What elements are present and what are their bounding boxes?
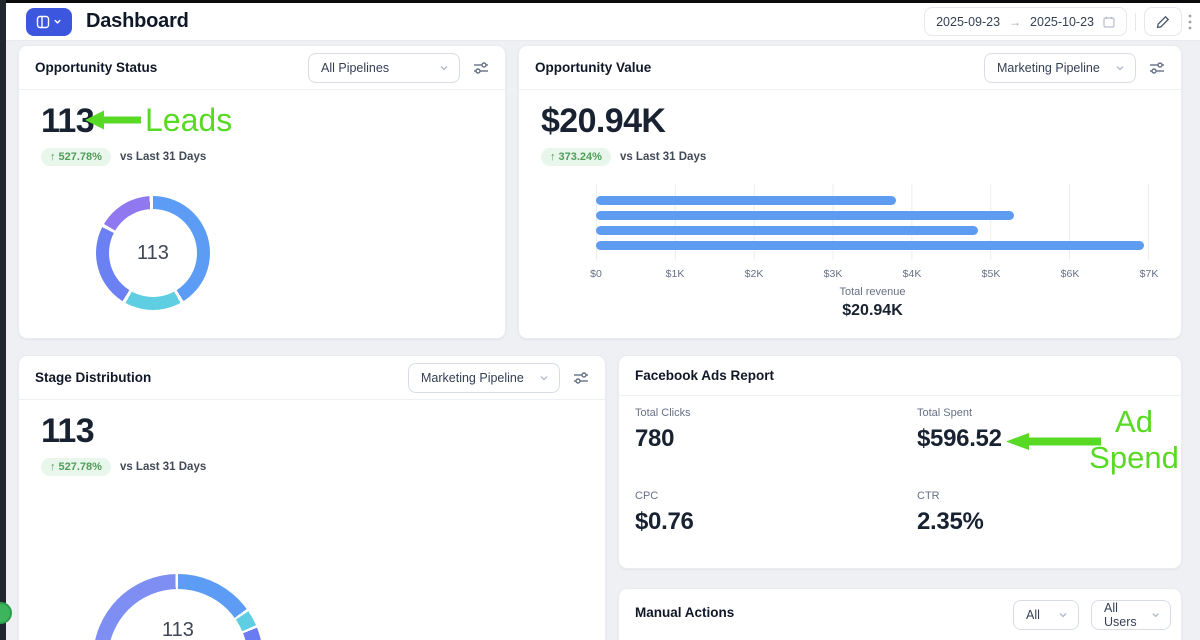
- x-tick-label: $6K: [1060, 268, 1080, 280]
- chevron-down-icon: [1059, 612, 1067, 618]
- card-title: Facebook Ads Report: [635, 368, 775, 383]
- comparison-label: vs Last 31 Days: [119, 151, 207, 163]
- donut-hole: 113: [108, 589, 248, 640]
- trend-up-icon: ↑: [50, 461, 56, 473]
- card-title: Opportunity Status: [35, 60, 158, 75]
- chevron-down-icon: [1152, 613, 1159, 618]
- card-opportunity-value: Opportunity Value Marketing Pipeline $20…: [518, 45, 1182, 339]
- arrow-right-icon: →: [1009, 14, 1022, 29]
- pipeline-select[interactable]: All Pipelines: [308, 52, 460, 83]
- select-value: Marketing Pipeline: [997, 60, 1100, 75]
- header-divider: [1135, 12, 1136, 31]
- stage-total-count: 113: [41, 412, 95, 450]
- card-title: Stage Distribution: [35, 370, 152, 385]
- annotation-ad-spend: Ad Spend: [1086, 404, 1182, 476]
- bar: [596, 226, 979, 235]
- trend-badge: ↑ 527.78%: [41, 148, 111, 166]
- donut-center-label: 113: [137, 241, 169, 264]
- chat-bubble[interactable]: [0, 602, 12, 624]
- card-header: Opportunity Value Marketing Pipeline: [519, 46, 1181, 90]
- x-tick-label: $7K: [1139, 268, 1159, 280]
- users-select[interactable]: All Users: [1091, 600, 1171, 630]
- annotation-arrow-left-icon: [1006, 432, 1101, 456]
- top-header: Dashboard 2025-09-23 → 2025-10-23: [0, 0, 1200, 41]
- chevron-down-icon: [440, 65, 448, 71]
- sliders-icon: [1150, 61, 1164, 74]
- chevron-down-icon: [540, 375, 548, 381]
- leads-count: 113: [41, 102, 95, 140]
- total-revenue-block: Total revenue $20.94K: [596, 286, 1149, 320]
- sidebar-edge: [0, 0, 6, 640]
- stat-cpc: CPC $0.76: [635, 490, 694, 535]
- dashboard-switcher-button[interactable]: [26, 7, 72, 36]
- date-end: 2025-10-23: [1030, 14, 1094, 29]
- x-tick-label: $3K: [823, 268, 843, 280]
- opportunity-value-total: $20.94K: [541, 102, 666, 140]
- card-header: Stage Distribution Marketing Pipeline: [19, 356, 605, 400]
- card-stage-distribution: Stage Distribution Marketing Pipeline 11…: [18, 355, 606, 640]
- card-manual-actions: Manual Actions All All Users: [618, 588, 1182, 640]
- pipeline-select[interactable]: Marketing Pipeline: [408, 362, 560, 393]
- trend-badge: ↑ 373.24%: [541, 148, 611, 166]
- more-options-icon[interactable]: [1182, 7, 1198, 36]
- total-revenue-label: Total revenue: [839, 286, 906, 298]
- comparison-label: vs Last 31 Days: [619, 151, 707, 163]
- x-tick-label: $4K: [902, 268, 922, 280]
- x-tick-label: $5K: [981, 268, 1001, 280]
- stage-distribution-donut-chart: 113: [93, 574, 263, 640]
- annotation-text-line2: Spend: [1089, 440, 1179, 475]
- annotation-text: Leads: [145, 102, 233, 138]
- trend-up-icon: ↑: [50, 151, 56, 163]
- trend-up-icon: ↑: [550, 151, 556, 163]
- select-value: All Users: [1104, 601, 1137, 629]
- sliders-icon: [474, 61, 488, 74]
- select-value: Marketing Pipeline: [421, 370, 524, 385]
- sliders-icon: [574, 371, 588, 384]
- card-opportunity-status: Opportunity Status All Pipelines 113 ↑ 5…: [18, 45, 506, 339]
- bar-series: [596, 184, 1148, 250]
- stat-total-clicks: Total Clicks 780: [635, 407, 691, 452]
- chevron-down-icon: [54, 19, 61, 24]
- pipeline-select[interactable]: Marketing Pipeline: [984, 52, 1136, 83]
- chart-filter-button[interactable]: [573, 371, 589, 385]
- x-tick-label: $1K: [665, 268, 685, 280]
- opportunity-status-donut-chart: 113: [96, 196, 210, 310]
- annotation-leads: Leads: [85, 104, 232, 136]
- select-value: All: [1026, 608, 1040, 622]
- bar: [596, 241, 1145, 250]
- donut-hole: 113: [109, 209, 197, 297]
- bar: [596, 196, 896, 205]
- opportunity-value-bar-chart: [596, 184, 1149, 260]
- card-header: Facebook Ads Report: [619, 356, 1181, 396]
- stat-total-spent: Total Spent $596.52: [917, 407, 1002, 452]
- pencil-icon: [1156, 15, 1170, 28]
- chart-filter-button[interactable]: [1149, 61, 1165, 75]
- date-range-picker[interactable]: 2025-09-23 → 2025-10-23: [924, 7, 1127, 36]
- edit-dashboard-button[interactable]: [1144, 7, 1182, 36]
- actions-type-select[interactable]: All: [1013, 600, 1079, 630]
- trend-badge: ↑ 527.78%: [41, 458, 111, 476]
- card-header: Opportunity Status All Pipelines: [19, 46, 505, 90]
- annotation-text-line1: Ad: [1115, 404, 1153, 439]
- x-tick-label: $2K: [744, 268, 764, 280]
- page-title: Dashboard: [86, 10, 189, 32]
- card-facebook-ads-report: Facebook Ads Report Total Clicks 780 Tot…: [618, 355, 1182, 569]
- select-value: All Pipelines: [321, 60, 390, 75]
- card-title: Opportunity Value: [535, 60, 652, 75]
- chevron-down-icon: [1116, 65, 1124, 71]
- chart-filter-button[interactable]: [473, 61, 489, 75]
- comparison-label: vs Last 31 Days: [119, 461, 207, 473]
- date-start: 2025-09-23: [936, 14, 1001, 29]
- stat-ctr: CTR 2.35%: [917, 490, 984, 535]
- x-tick-label: $0: [590, 268, 602, 280]
- donut-center-label: 113: [162, 619, 194, 640]
- total-revenue-value: $20.94K: [842, 302, 903, 319]
- layout-grid-icon: [36, 15, 50, 28]
- bar: [596, 211, 1014, 220]
- x-axis: $0 $1K $2K $3K $4K $5K $6K $7K: [590, 268, 1158, 282]
- card-title: Manual Actions: [635, 605, 735, 620]
- calendar-icon: [1103, 16, 1115, 28]
